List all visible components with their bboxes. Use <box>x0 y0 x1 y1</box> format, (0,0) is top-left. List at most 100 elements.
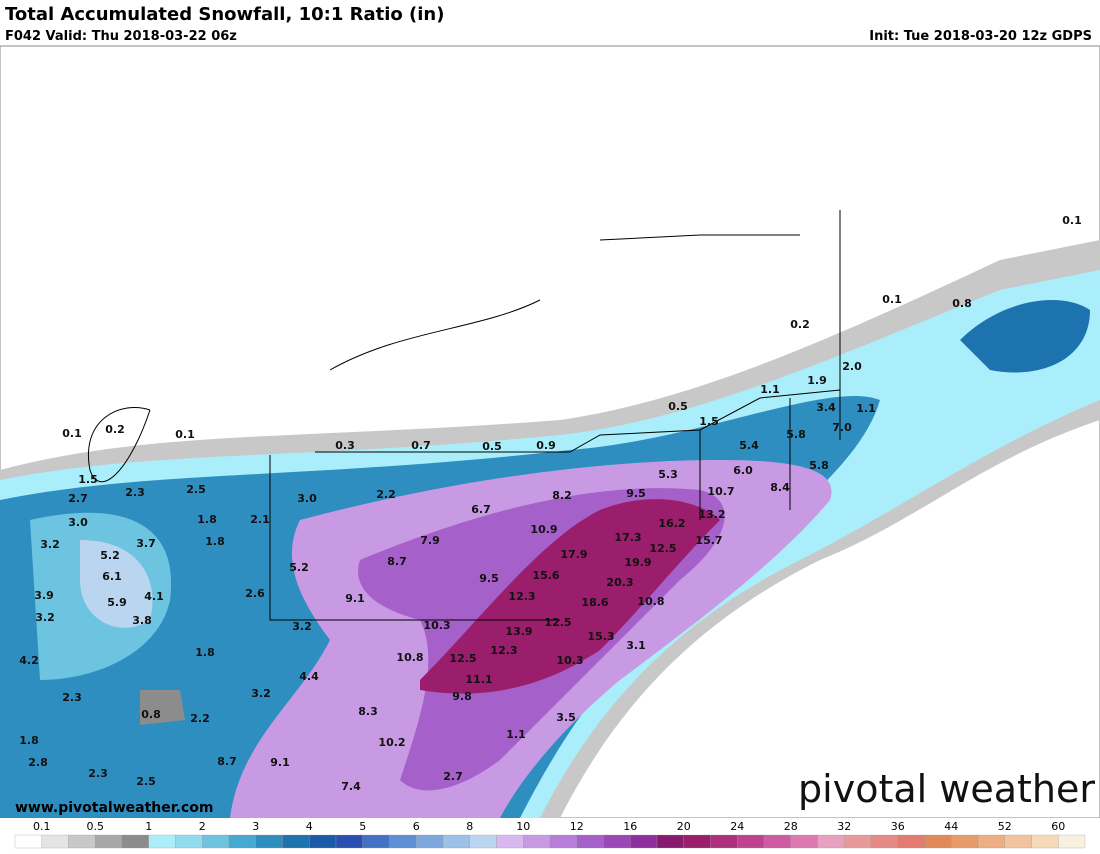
snow-label: 1.8 <box>195 646 215 659</box>
snow-label: 0.9 <box>536 439 556 452</box>
legend-label: 44 <box>944 820 958 833</box>
snow-label: 12.5 <box>449 652 476 665</box>
snow-label: 0.3 <box>335 439 355 452</box>
snow-label: 6.0 <box>733 464 753 477</box>
snow-label: 17.9 <box>560 548 587 561</box>
snow-label: 2.2 <box>190 712 210 725</box>
legend-swatch <box>95 834 123 849</box>
snow-label: 10.2 <box>378 736 405 749</box>
snow-label: 5.9 <box>107 596 127 609</box>
legend-swatch <box>416 834 444 849</box>
legend-swatch <box>549 834 577 849</box>
snow-label: 3.2 <box>35 611 55 624</box>
legend-swatch <box>14 834 42 849</box>
legend-swatch <box>41 834 69 849</box>
brand-logo: pivotal weather <box>798 767 1095 811</box>
snow-label: 9.1 <box>345 592 365 605</box>
snow-label: 2.3 <box>88 767 108 780</box>
snow-label: 10.3 <box>423 619 450 632</box>
snow-label: 15.6 <box>532 569 559 582</box>
legend-swatch <box>362 834 390 849</box>
legend-label: 1 <box>145 820 152 833</box>
legend-label: 8 <box>466 820 473 833</box>
legend-swatch <box>790 834 818 849</box>
legend-swatch <box>977 834 1005 849</box>
snow-label: 5.2 <box>100 549 120 562</box>
snow-label: 9.5 <box>626 487 646 500</box>
snow-label: 1.1 <box>760 383 780 396</box>
snow-label: 2.5 <box>186 483 206 496</box>
legend-label: 16 <box>623 820 637 833</box>
snow-label: 1.1 <box>856 402 876 415</box>
snow-label: 11.1 <box>465 673 492 686</box>
snow-label: 0.2 <box>790 318 810 331</box>
legend-swatch <box>228 834 256 849</box>
snow-label: 5.2 <box>289 561 309 574</box>
legend-swatch <box>496 834 524 849</box>
snow-label: 4.4 <box>299 670 319 683</box>
legend-swatch <box>683 834 711 849</box>
valid-time: F042 Valid: Thu 2018-03-22 06z <box>5 29 237 44</box>
snow-label: 15.3 <box>587 630 614 643</box>
legend-swatch <box>576 834 604 849</box>
snow-label: 1.8 <box>197 513 217 526</box>
legend-swatch <box>282 834 310 849</box>
snow-label: 2.8 <box>28 756 48 769</box>
legend-label: 12 <box>570 820 584 833</box>
snow-label: 5.3 <box>658 468 678 481</box>
legend-label: 52 <box>998 820 1012 833</box>
legend-label: 6 <box>413 820 420 833</box>
map-labels: 0.1 0.1 0.8 0.2 2.0 1.9 1.1 0.5 1.5 3.4 1.1 7.0 5.4 5… <box>19 214 1082 793</box>
legend-swatch <box>710 834 738 849</box>
legend-swatch <box>924 834 952 849</box>
title: Total Accumulated Snowfall, 10:1 Ratio (… <box>5 4 444 25</box>
snow-label: 18.6 <box>581 596 608 609</box>
snow-label: 3.7 <box>136 537 156 550</box>
legend-swatch <box>1031 834 1059 849</box>
snow-label: 0.1 <box>175 428 195 441</box>
snow-label: 8.3 <box>358 705 378 718</box>
snow-label: 0.1 <box>62 427 82 440</box>
legend-label: 20 <box>677 820 691 833</box>
legend-swatch <box>148 834 176 849</box>
snow-label: 3.8 <box>132 614 152 627</box>
snow-label: 12.3 <box>490 644 517 657</box>
snow-label: 3.0 <box>68 516 88 529</box>
snow-label: 0.1 <box>882 293 902 306</box>
snow-label: 3.2 <box>40 538 60 551</box>
snow-label: 0.8 <box>141 708 161 721</box>
snow-label: 10.7 <box>707 485 734 498</box>
snow-label: 12.3 <box>508 590 535 603</box>
snow-label: 17.3 <box>614 531 641 544</box>
snow-label: 2.2 <box>376 488 396 501</box>
snow-label: 8.7 <box>217 755 237 768</box>
snow-label: 5.8 <box>809 459 829 472</box>
snow-label: 3.1 <box>626 639 646 652</box>
legend-label: 5 <box>359 820 366 833</box>
legend-swatch <box>1058 834 1086 849</box>
legend-swatch <box>121 834 149 849</box>
snow-label: 4.1 <box>144 590 164 603</box>
legend-swatch <box>763 834 791 849</box>
snow-label: 20.3 <box>606 576 633 589</box>
legend-label: 10 <box>516 820 530 833</box>
legend-swatch <box>844 834 872 849</box>
snow-label: 5.8 <box>786 428 806 441</box>
snow-label: 1.1 <box>506 728 526 741</box>
legend-swatch <box>309 834 337 849</box>
snow-label: 2.3 <box>62 691 82 704</box>
legend-swatch <box>656 834 684 849</box>
snow-label: 2.0 <box>842 360 862 373</box>
snow-label: 0.5 <box>482 440 502 453</box>
snow-label: 10.9 <box>530 523 557 536</box>
legend-label: 24 <box>730 820 744 833</box>
snow-label: 7.4 <box>341 780 361 793</box>
snow-label: 3.9 <box>34 589 54 602</box>
website: www.pivotalweather.com <box>15 800 214 816</box>
legend-swatch <box>255 834 283 849</box>
snow-label: 3.5 <box>556 711 576 724</box>
legend-label: 3 <box>252 820 259 833</box>
legend-swatch <box>442 834 470 849</box>
snow-label: 3.4 <box>816 401 836 414</box>
